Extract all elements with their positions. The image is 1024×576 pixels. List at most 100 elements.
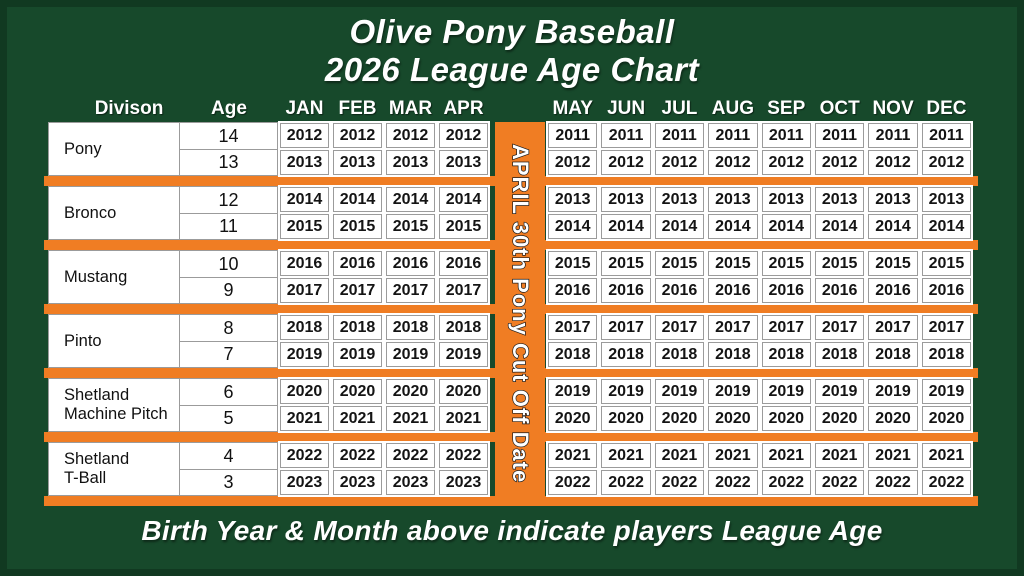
birth-year-cell: 2013	[921, 187, 972, 212]
birth-year-cell: 2014	[654, 214, 705, 239]
birth-year-cell: 2017	[868, 315, 918, 340]
age-cell: 7	[180, 341, 278, 368]
birth-year-cell: 2020	[814, 406, 865, 431]
birth-year-cell: 2018	[868, 342, 918, 367]
division-group: Shetland T-Ball 4 2022 2022 2022 2022 2021 2021 2…	[48, 442, 974, 496]
cutoff-date-banner: APRIL 30th Pony Cut Off Date	[495, 122, 545, 506]
age-cell: 6	[180, 378, 278, 405]
birth-year-cell: 2011	[548, 123, 598, 148]
division-group: Shetland Machine Pitch 6 2020 2020 2020 2020 20…	[48, 378, 974, 432]
cutoff-date-banner-text: APRIL 30th Pony Cut Off Date	[507, 144, 533, 485]
birth-year-cell: 2014	[708, 214, 758, 239]
birth-year-cell: 2021	[868, 443, 918, 468]
birth-year-cell: 2012	[814, 150, 865, 175]
birth-year-cell: 2018	[280, 315, 329, 340]
birth-year-cell: 2017	[386, 278, 435, 303]
birth-year-cell: 2015	[439, 214, 488, 239]
birth-year-cell: 2019	[921, 379, 972, 404]
birth-year-cell: 2017	[601, 315, 651, 340]
birth-year-cell: 2011	[814, 123, 865, 148]
birth-year-cell: 2022	[708, 470, 758, 495]
birth-year-cell: 2012	[921, 150, 972, 175]
division-name-line: Mustang	[64, 267, 128, 286]
birth-year-cell: 2022	[601, 470, 651, 495]
birth-year-cell: 2014	[548, 214, 598, 239]
birth-year-cell: 2014	[921, 214, 972, 239]
birth-year-cell: 2013	[386, 150, 435, 175]
birth-year-cell: 2020	[548, 406, 598, 431]
birth-year-cell: 2017	[548, 315, 598, 340]
birth-year-cell: 2012	[548, 150, 598, 175]
age-cell: 12	[180, 186, 278, 213]
birth-year-cell: 2013	[280, 150, 329, 175]
birth-year-cell: 2013	[601, 187, 651, 212]
birth-year-cell: 2021	[333, 406, 382, 431]
birth-year-cell: 2021	[386, 406, 435, 431]
birth-year-cell: 2021	[548, 443, 598, 468]
birth-year-cell: 2012	[761, 150, 811, 175]
birth-year-cell: 2011	[601, 123, 651, 148]
birth-year-cell: 2020	[333, 379, 382, 404]
age-cell: 14	[180, 122, 278, 149]
birth-year-cell: 2015	[548, 251, 598, 276]
birth-year-cell: 2019	[439, 342, 488, 367]
birth-year-cell: 2015	[921, 251, 972, 276]
birth-year-cell: 2020	[654, 406, 705, 431]
age-column-header: Age	[211, 97, 247, 119]
age-cell: 13	[180, 149, 278, 176]
birth-year-cell: 2022	[921, 470, 972, 495]
division-name-line: Machine Pitch	[64, 405, 168, 423]
title-line-1: Olive Pony Baseball	[349, 13, 675, 50]
birth-year-cell: 2021	[601, 443, 651, 468]
birth-year-cell: 2012	[333, 123, 382, 148]
footer-note: Birth Year & Month above indicate player…	[141, 515, 883, 546]
birth-year-cell: 2011	[654, 123, 705, 148]
birth-year-cell: 2013	[439, 150, 488, 175]
birth-year-cell: 2011	[921, 123, 972, 148]
month-column-header: NOV	[872, 97, 914, 119]
birth-year-cell: 2022	[868, 470, 918, 495]
birth-year-cell: 2017	[921, 315, 972, 340]
birth-year-cell: 2018	[708, 342, 758, 367]
birth-year-cell: 2014	[868, 214, 918, 239]
birth-year-cell: 2016	[280, 251, 329, 276]
birth-year-cell: 2021	[654, 443, 705, 468]
birth-year-cell: 2022	[548, 470, 598, 495]
birth-year-cell: 2012	[386, 123, 435, 148]
birth-year-cell: 2018	[439, 315, 488, 340]
division-group: Mustang 10 2016 2016 2016 2016 2015 2015 2015 201…	[48, 250, 974, 304]
month-column-header: OCT	[819, 97, 860, 119]
birth-year-cell: 2011	[761, 123, 811, 148]
birth-year-cell: 2023	[280, 470, 329, 495]
age-cell: 8	[180, 314, 278, 341]
birth-year-cell: 2021	[921, 443, 972, 468]
birth-year-cell: 2017	[280, 278, 329, 303]
birth-year-cell: 2013	[654, 187, 705, 212]
division-name: Pinto	[48, 314, 180, 368]
birth-year-cell: 2019	[548, 379, 598, 404]
page-title: Olive Pony Baseball 2026 League Age Char…	[0, 13, 1024, 89]
birth-year-cell: 2014	[333, 187, 382, 212]
birth-year-cell: 2012	[601, 150, 651, 175]
birth-year-cell: 2020	[386, 379, 435, 404]
division-name-line: Bronco	[64, 203, 117, 222]
birth-year-cell: 2011	[868, 123, 918, 148]
month-column-header: JAN	[285, 97, 324, 119]
age-cell: 10	[180, 250, 278, 277]
birth-year-cell: 2022	[280, 443, 329, 468]
birth-year-cell: 2015	[386, 214, 435, 239]
birth-year-cell: 2017	[814, 315, 865, 340]
birth-year-cell: 2016	[654, 278, 705, 303]
birth-year-cell: 2019	[708, 379, 758, 404]
birth-year-cell: 2021	[814, 443, 865, 468]
birth-year-cell: 2016	[761, 278, 811, 303]
birth-year-cell: 2015	[814, 251, 865, 276]
birth-year-cell: 2019	[333, 342, 382, 367]
title-line-2: 2026 League Age Chart	[324, 51, 700, 88]
division-name-line: Pinto	[64, 331, 102, 350]
birth-year-cell: 2020	[439, 379, 488, 404]
birth-year-cell: 2019	[280, 342, 329, 367]
birth-year-cell: 2015	[708, 251, 758, 276]
birth-year-cell: 2016	[708, 278, 758, 303]
